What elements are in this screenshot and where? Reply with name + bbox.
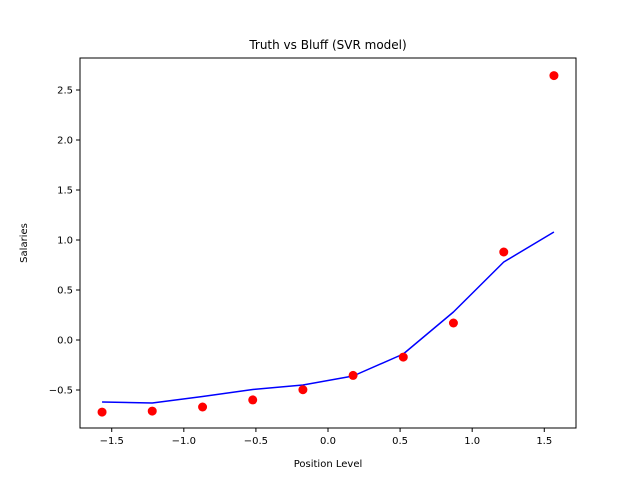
- data-point: [348, 370, 358, 380]
- x-tick-label: 1.5: [536, 436, 552, 447]
- x-tick-label: 1.0: [464, 436, 480, 447]
- data-point: [97, 407, 107, 417]
- x-axis: −1.5 −1.0 −0.5 0.0 0.5 1.0 1.5: [100, 428, 552, 447]
- y-tick-label: 1.0: [57, 236, 73, 247]
- data-point: [198, 402, 208, 412]
- y-tick-label: 0.5: [57, 286, 73, 297]
- y-axis: −0.5 0.0 0.5 1.0 1.5 2.0 2.5: [49, 86, 80, 397]
- y-tick-label: 0.0: [57, 336, 73, 347]
- x-tick-label: −1.0: [172, 436, 196, 447]
- y-tick-label: −0.5: [49, 386, 73, 397]
- data-point: [298, 385, 308, 395]
- x-tick-label: −0.5: [244, 436, 268, 447]
- series-line: [102, 231, 555, 404]
- x-axis-label: Position Level: [294, 459, 363, 470]
- chart-title: Truth vs Bluff (SVR model): [248, 38, 406, 52]
- y-tick-label: 1.5: [57, 186, 73, 197]
- y-tick-label: 2.5: [57, 86, 73, 97]
- data-point: [398, 352, 408, 362]
- x-tick-label: 0.5: [392, 436, 408, 447]
- data-point: [248, 395, 258, 405]
- data-point: [549, 71, 559, 81]
- data-point: [448, 318, 458, 328]
- y-axis-label: Salaries: [19, 223, 30, 263]
- data-point: [499, 247, 509, 257]
- data-point: [147, 406, 157, 416]
- x-tick-label: −1.5: [100, 436, 124, 447]
- x-tick-label: 0.0: [320, 436, 336, 447]
- plot-area: [97, 71, 559, 417]
- y-tick-label: 2.0: [57, 136, 73, 147]
